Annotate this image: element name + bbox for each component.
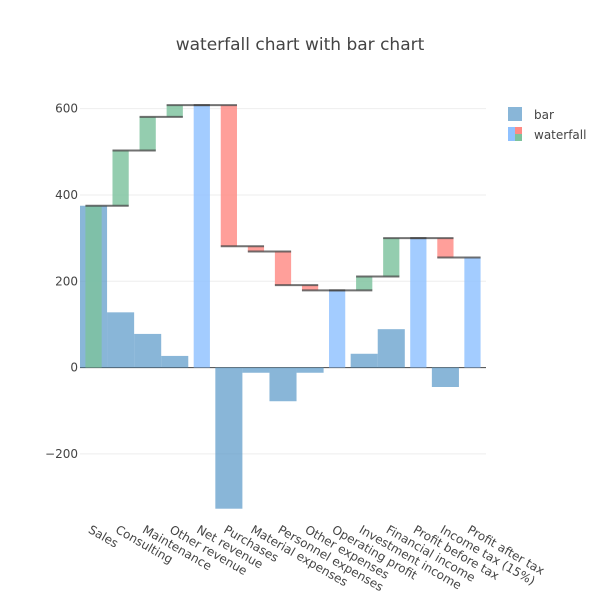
bar-series-bar bbox=[134, 333, 162, 368]
waterfall-bar bbox=[301, 285, 319, 291]
legend-label-waterfall: waterfall bbox=[534, 128, 586, 142]
y-tick-label: −200 bbox=[45, 447, 78, 461]
waterfall-bar bbox=[112, 150, 129, 206]
waterfall-bar bbox=[85, 205, 102, 368]
legend-swatch-waterfall-total bbox=[508, 127, 515, 141]
waterfall-bar bbox=[329, 290, 346, 368]
waterfall-bar bbox=[464, 257, 481, 368]
waterfall-series bbox=[85, 104, 481, 368]
bar-series bbox=[80, 205, 459, 509]
bar-series-bar bbox=[431, 367, 459, 387]
bar-series-bar bbox=[296, 367, 324, 373]
legend-swatch-waterfall-increasing bbox=[515, 134, 522, 141]
waterfall-bar bbox=[383, 238, 400, 277]
legend: bar waterfall bbox=[508, 107, 586, 142]
waterfall-bar bbox=[220, 105, 237, 247]
chart-title: waterfall chart with bar chart bbox=[176, 35, 425, 55]
waterfall-bar bbox=[437, 238, 454, 258]
bar-series-bar bbox=[350, 353, 378, 368]
legend-swatch-bar bbox=[508, 107, 522, 121]
waterfall-bar bbox=[356, 276, 373, 291]
x-tick-label: Sales bbox=[86, 522, 121, 550]
bar-series-bar bbox=[107, 312, 135, 368]
waterfall-bar bbox=[166, 105, 183, 117]
bar-series-bar bbox=[242, 367, 270, 373]
waterfall-bar bbox=[139, 116, 156, 151]
waterfall-bar bbox=[247, 246, 265, 252]
bar-series-bar bbox=[161, 355, 189, 368]
y-tick-label: 200 bbox=[55, 274, 78, 288]
legend-label-bar: bar bbox=[534, 108, 554, 122]
waterfall-bar bbox=[274, 251, 292, 286]
bar-series-bar bbox=[269, 367, 297, 402]
legend-swatch-waterfall-decreasing bbox=[515, 127, 522, 134]
y-tick-label: 600 bbox=[55, 102, 78, 116]
waterfall-bar bbox=[410, 238, 427, 368]
bar-series-bar bbox=[377, 329, 405, 368]
y-tick-label: 0 bbox=[70, 361, 78, 375]
y-tick-label: 400 bbox=[55, 188, 78, 202]
bar-series-bar bbox=[215, 367, 243, 509]
waterfall-bar bbox=[193, 105, 210, 368]
